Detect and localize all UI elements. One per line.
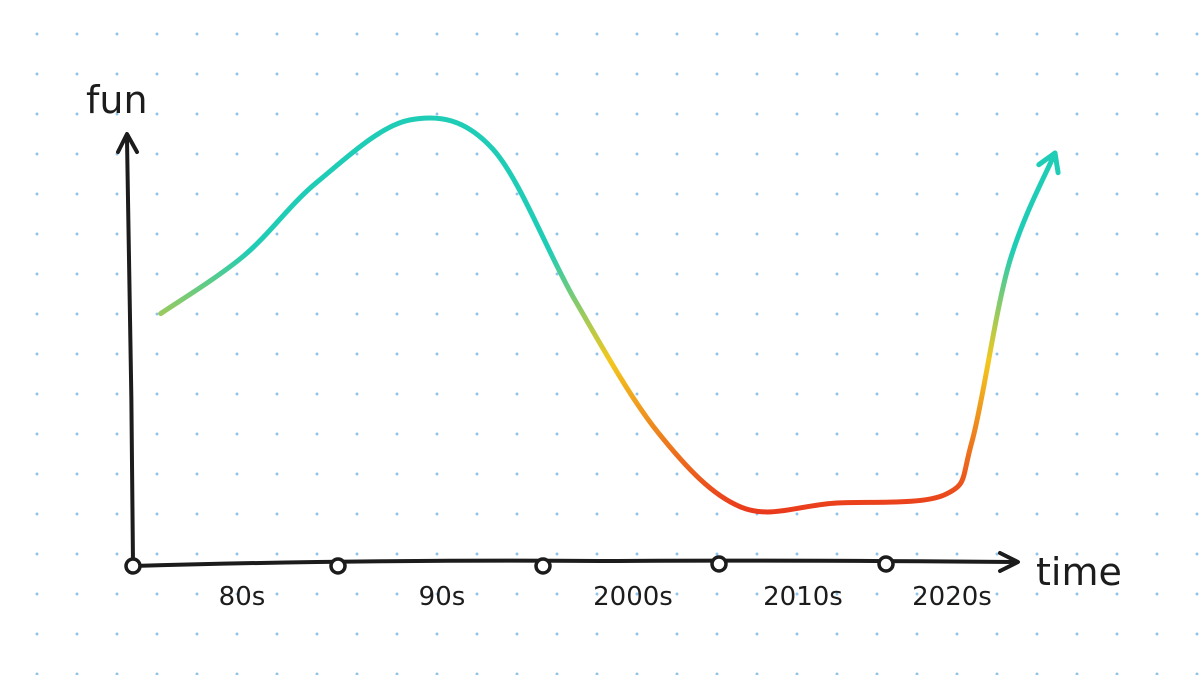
y-axis bbox=[125, 138, 135, 565]
y-axis-arrowhead bbox=[116, 132, 139, 154]
x-axis bbox=[131, 558, 1017, 568]
x-axis-ticks bbox=[124, 555, 895, 575]
x-axis-tick-labels: 80s 90s 2000s 2010s 2020s bbox=[219, 582, 992, 612]
x-axis-arrowhead bbox=[998, 551, 1020, 573]
x-tick-circle bbox=[534, 557, 552, 575]
fun-series-line bbox=[158, 115, 1058, 515]
x-tick-circle bbox=[877, 555, 895, 573]
x-axis-label: time bbox=[1036, 550, 1122, 594]
fun-series-arrowhead bbox=[1036, 150, 1061, 176]
x-tick-label: 2020s bbox=[912, 582, 992, 612]
x-tick-circle bbox=[710, 555, 728, 573]
y-axis-label: fun bbox=[86, 78, 148, 122]
x-tick-label: 80s bbox=[219, 582, 266, 612]
x-tick-label: 2010s bbox=[763, 582, 843, 612]
x-tick-label: 90s bbox=[419, 582, 466, 612]
x-tick-circle bbox=[329, 557, 347, 575]
x-tick-label: 2000s bbox=[593, 582, 673, 612]
x-tick-circle bbox=[124, 557, 142, 575]
